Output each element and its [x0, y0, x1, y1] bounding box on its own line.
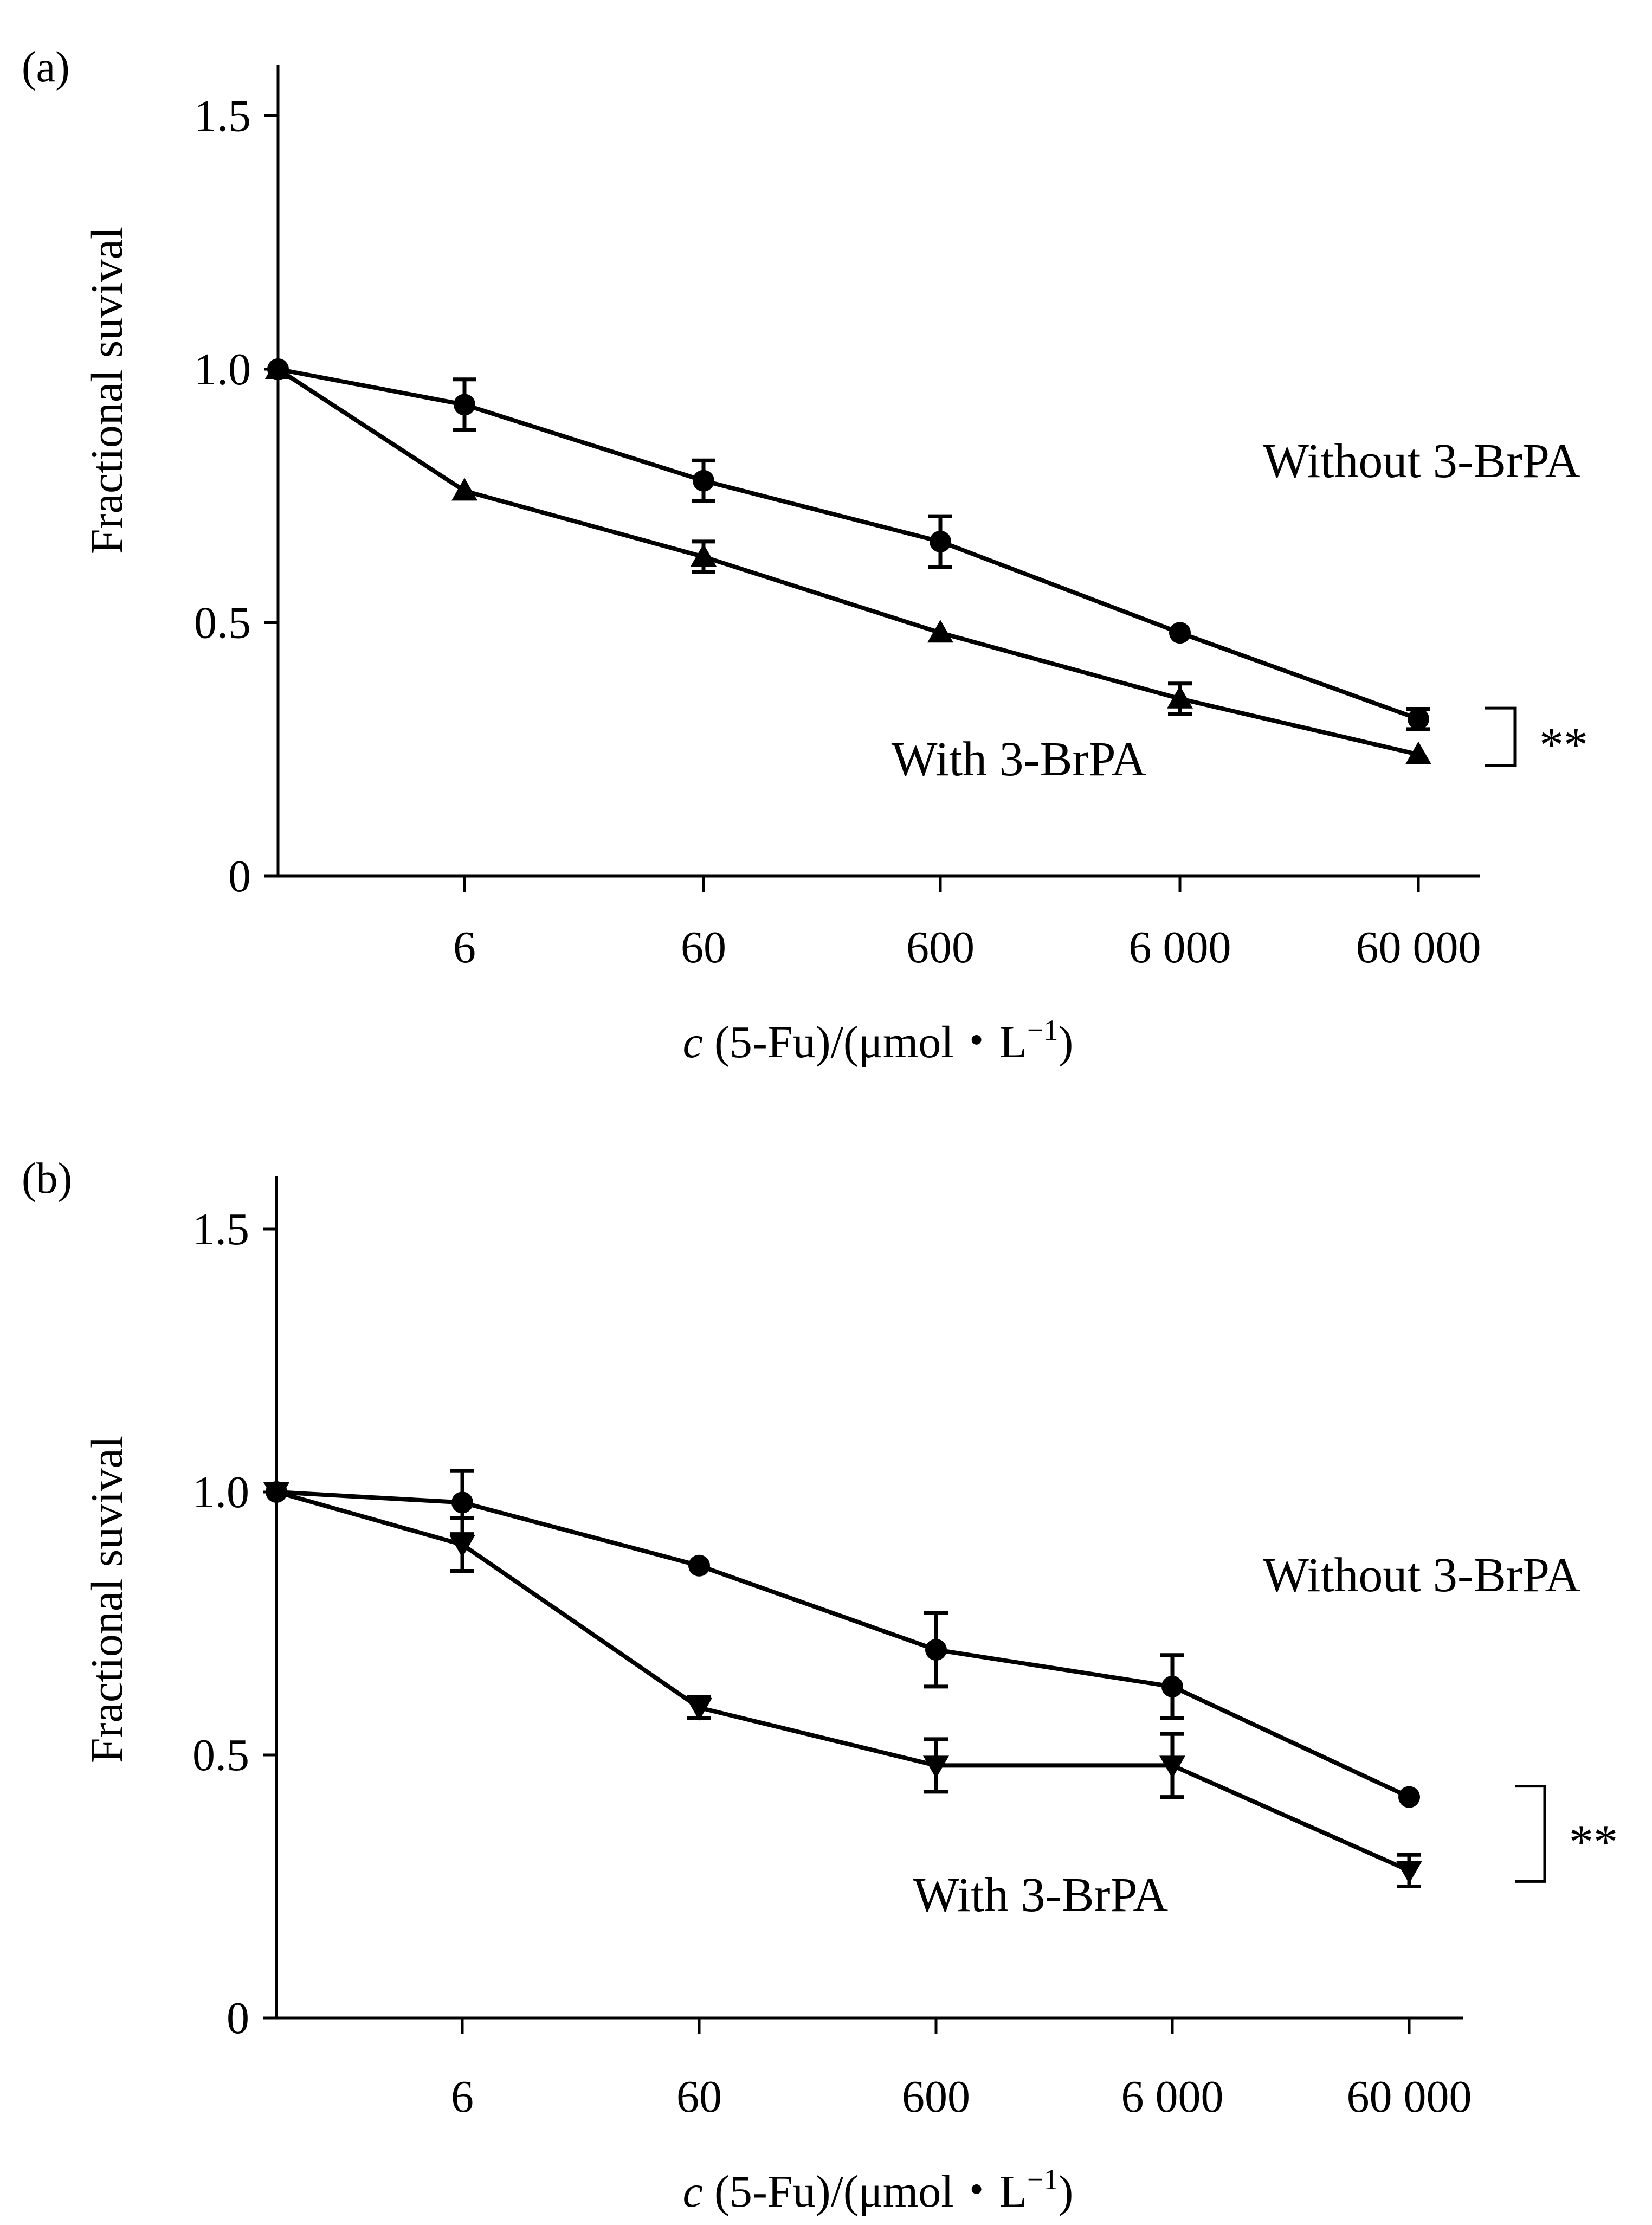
y-tick-label: 0.5: [194, 598, 251, 648]
series-line-0: [278, 367, 1419, 721]
data-point: [1167, 685, 1193, 709]
data-point: [454, 394, 475, 416]
data-point: [1408, 708, 1429, 730]
x-label-var: c: [683, 1017, 703, 1068]
data-point: [925, 1639, 947, 1661]
data-point: [449, 1535, 475, 1558]
data-point: [1169, 622, 1191, 644]
data-point: [451, 478, 477, 501]
significance-label: **: [1569, 1816, 1618, 1869]
x-label-sup: −1: [1027, 1014, 1058, 1046]
data-point: [265, 356, 291, 379]
x-tick-label: 60 000: [1356, 922, 1481, 973]
data-point: [930, 530, 951, 552]
panel-label: (b): [22, 1155, 72, 1202]
y-tick-label: 1.5: [192, 1204, 249, 1255]
y-axis-label: Fractional suvival: [82, 1436, 132, 1763]
x-tick-label: 6 000: [1129, 922, 1231, 973]
y-tick-label: 0: [228, 851, 251, 902]
data-point: [1396, 1861, 1422, 1884]
data-point: [693, 470, 714, 492]
x-axis-label: c (5-Fu)/(μmol・L−1): [683, 1014, 1074, 1068]
x-tick-label: 6: [451, 2072, 474, 2122]
data-point: [686, 1697, 712, 1721]
data-point: [1161, 1675, 1183, 1697]
data-point: [1159, 1755, 1185, 1779]
y-tick-label: 1.0: [194, 344, 251, 395]
x-tick-label: 60 000: [1347, 2072, 1472, 2122]
x-tick-label: 60: [676, 2072, 722, 2122]
data-point: [688, 1554, 710, 1577]
data-point: [927, 620, 953, 643]
y-tick-label: 1.0: [192, 1467, 249, 1517]
x-tick-label: 600: [902, 2072, 970, 2122]
y-axis-label: Fractional suvival: [82, 227, 132, 554]
panel-label: (a): [22, 43, 70, 91]
x-label-var: c: [683, 2166, 703, 2217]
x-tick-label: 6: [453, 922, 476, 973]
y-tick-label: 0: [227, 1993, 249, 2043]
data-point: [1405, 741, 1431, 764]
chart-panel-b: (b) 0 0.5 1.0 1.5 6 60 600 6 000 60 000 Fractional…: [22, 1155, 1618, 2217]
series-label-with: With 3-BrPA: [913, 1868, 1169, 1922]
x-label-text: (5-Fu)/(μmol・L: [703, 2166, 1027, 2217]
series-label-without: Without 3-BrPA: [1263, 434, 1580, 488]
series-line-1: [275, 1490, 1410, 1873]
x-axis-label: c (5-Fu)/(μmol・L−1): [683, 2163, 1074, 2217]
x-label-close: ): [1058, 1017, 1073, 1068]
significance-label: **: [1539, 718, 1588, 772]
series-label-without: Without 3-BrPA: [1263, 1548, 1580, 1602]
significance-bracket: [1485, 706, 1517, 767]
x-label-close: ): [1058, 2166, 1073, 2217]
y-tick-label: 0.5: [192, 1730, 249, 1780]
series-line-1: [276, 367, 1419, 757]
x-tick-label: 600: [906, 922, 975, 973]
x-tick-label: 6 000: [1121, 2072, 1224, 2122]
chart-panel-a: (a) 0 0.5 1.0 1.5 6 60 600 6 000 60 000 Fractional…: [22, 43, 1588, 1068]
significance-bracket: [1515, 1785, 1546, 1883]
data-point: [263, 1482, 289, 1505]
data-point: [923, 1755, 949, 1779]
y-tick-label: 1.5: [194, 91, 251, 142]
x-label-sup: −1: [1027, 2163, 1058, 2196]
x-label-text: (5-Fu)/(μmol・L: [703, 1017, 1027, 1068]
x-tick-label: 60: [681, 922, 726, 973]
data-point: [691, 543, 717, 567]
data-point: [451, 1491, 473, 1514]
series-line-0: [276, 1490, 1410, 1799]
series-label-with: With 3-BrPA: [892, 732, 1147, 786]
data-point: [1398, 1786, 1420, 1808]
